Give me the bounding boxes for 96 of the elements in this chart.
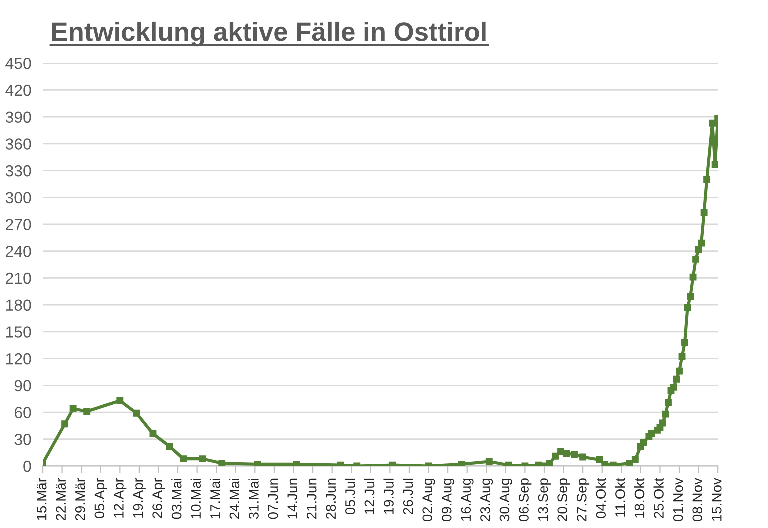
- point: [486, 458, 493, 466]
- point: [166, 443, 174, 450]
- x-tick-label: 29.Mär: [75, 478, 86, 521]
- point: [690, 274, 697, 281]
- y-tick-label: 60: [14, 407, 32, 418]
- point: [687, 294, 694, 300]
- point: [640, 439, 648, 446]
- point: [660, 420, 666, 427]
- point: [180, 456, 188, 463]
- y-tick-label: 390: [6, 112, 32, 124]
- x-tick-label: 28.Jun: [326, 478, 336, 520]
- chart-title: Entwicklung aktive Fälle in Osttirol: [52, 22, 486, 47]
- point: [684, 304, 692, 312]
- point: [458, 460, 466, 466]
- point: [70, 405, 77, 412]
- point: [692, 256, 700, 263]
- x-tick-label: 10.Mai: [190, 478, 202, 519]
- y-tick-label: 30: [14, 434, 32, 446]
- x-tick-label: 05.Apr: [94, 478, 108, 518]
- y-tick-label: 240: [6, 246, 32, 258]
- x-tick-label: 26.Jul: [403, 478, 414, 514]
- point: [673, 376, 680, 383]
- x-tick-label: 02.Aug: [422, 478, 436, 522]
- x-tick-label: 19.Jul: [384, 478, 394, 514]
- point: [632, 456, 639, 464]
- point: [670, 384, 678, 391]
- point: [682, 339, 688, 346]
- point: [580, 454, 587, 461]
- point: [709, 120, 716, 127]
- x-tick-label: 30.Aug: [500, 478, 512, 522]
- x-tick-label: 12.Apr: [114, 478, 127, 518]
- point: [199, 456, 206, 463]
- y-tick-label: 270: [6, 219, 32, 230]
- x-tick-label: 18.Okt: [634, 478, 645, 518]
- point: [552, 452, 559, 460]
- point: [678, 354, 686, 360]
- x-tick-label: 05.Jul: [345, 478, 356, 515]
- point: [254, 460, 262, 466]
- x-tick-label: 17.Mai: [210, 478, 220, 519]
- x-tick-label: 21.Jun: [306, 478, 317, 520]
- x-tick-label: 06.Sep: [519, 478, 532, 522]
- x-tick-label: 24.Mai: [229, 478, 240, 520]
- x-tick-label: 19.Apr: [133, 478, 146, 518]
- point: [150, 430, 157, 438]
- point: [662, 410, 670, 418]
- x-tick-label: 12.Jul: [364, 478, 375, 514]
- x-tick-label: 26.Apr: [152, 478, 166, 518]
- point: [546, 460, 554, 466]
- x-tick-label: 13.Sep: [538, 478, 551, 521]
- y-tick-label: 180: [6, 300, 32, 312]
- point: [218, 460, 226, 466]
- point: [626, 460, 634, 466]
- point: [602, 460, 609, 466]
- y-tick-label: 90: [14, 380, 32, 392]
- point: [133, 410, 140, 417]
- point: [698, 240, 706, 247]
- x-tick-label: 08.Nov: [692, 478, 703, 522]
- point: [293, 460, 300, 466]
- point: [563, 450, 570, 458]
- x-tick-label: 22.Mär: [56, 478, 66, 521]
- y-tick-label: 360: [6, 138, 32, 150]
- x-tick-label: 25.Okt: [654, 478, 664, 518]
- point: [62, 420, 69, 428]
- point: [665, 399, 672, 406]
- y-tick-label: 300: [6, 192, 32, 204]
- point: [648, 430, 656, 438]
- y-tick-label: 210: [6, 272, 32, 284]
- y-tick-label: 0: [24, 460, 32, 472]
- x-tick-label: 23.Aug: [480, 478, 494, 522]
- x-tick-label: 31.Mai: [248, 478, 259, 520]
- x-tick-label: 07.Jun: [268, 478, 278, 520]
- x-tick-label: 27.Sep: [576, 478, 590, 522]
- point: [596, 456, 604, 464]
- y-tick-label: 150: [6, 326, 32, 338]
- point: [700, 209, 708, 216]
- y-tick-label: 120: [6, 353, 32, 365]
- point: [704, 176, 711, 184]
- x-tick-label: 14.Jun: [288, 478, 298, 519]
- point: [695, 246, 702, 254]
- x-tick-label: 15.Mär: [37, 478, 47, 520]
- point: [116, 397, 124, 404]
- point: [571, 451, 578, 458]
- point: [84, 408, 91, 416]
- x-tick-label: 01.Nov: [673, 478, 684, 522]
- x-tick-label: 03.Mai: [172, 478, 182, 520]
- x-tick-label: 09.Aug: [442, 478, 455, 522]
- point: [676, 368, 683, 375]
- x-tick-label: 15.Nov: [712, 478, 722, 521]
- x-tick-label: 04.Okt: [596, 478, 606, 518]
- y-tick-label: 450: [6, 58, 32, 70]
- x-tick-label: 11.Okt: [615, 478, 626, 517]
- point: [712, 161, 718, 168]
- x-tick-label: 16.Aug: [461, 478, 474, 521]
- y-tick-label: 330: [6, 165, 32, 177]
- y-tick-label: 420: [6, 84, 32, 96]
- x-tick-label: 20.Sep: [558, 478, 570, 522]
